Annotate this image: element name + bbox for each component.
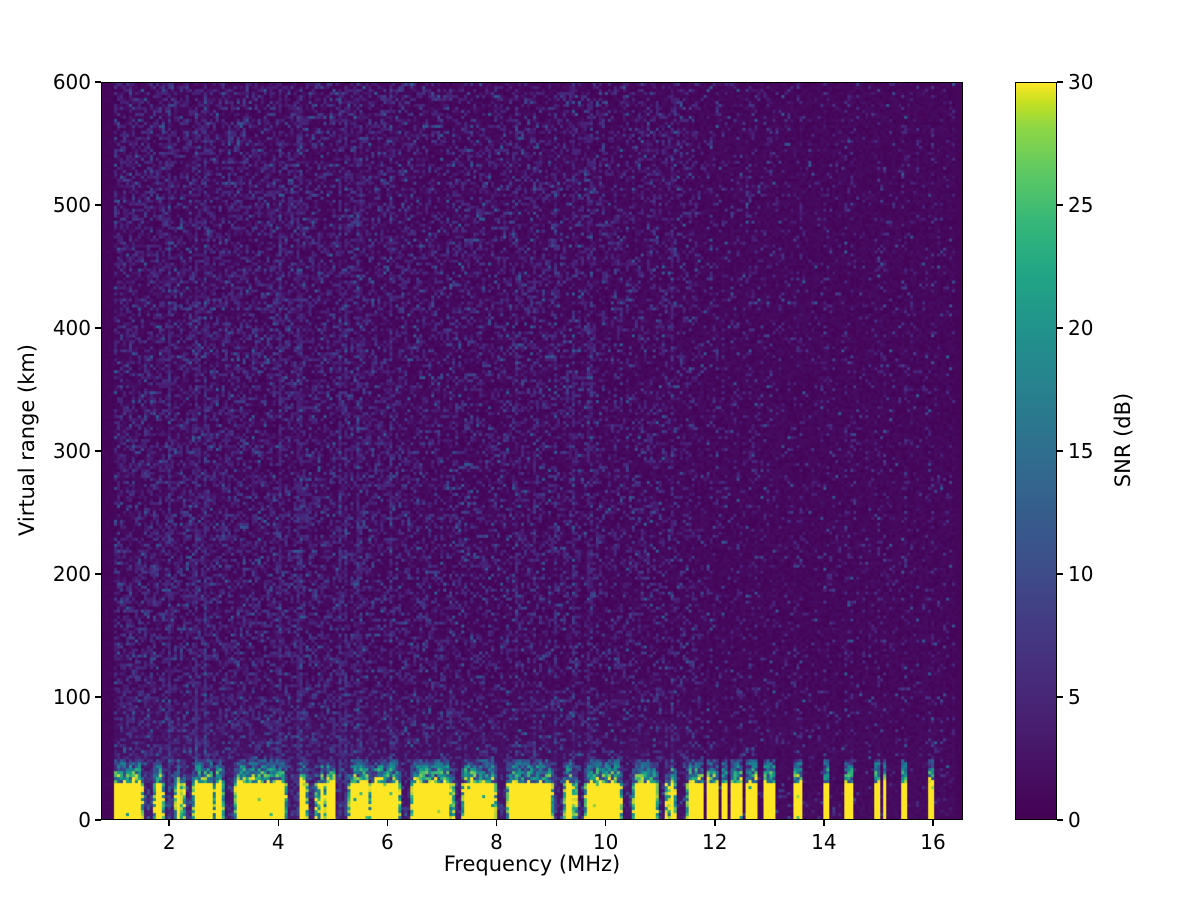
colorbar-tick-mark	[1057, 696, 1063, 698]
y-tick-label: 200	[52, 562, 91, 586]
y-tick-mark	[95, 204, 101, 206]
x-tick-label: 10	[592, 830, 619, 854]
y-tick-label: 100	[52, 685, 91, 709]
y-tick-mark	[95, 696, 101, 698]
plot-area	[101, 82, 963, 820]
x-tick-mark	[604, 820, 607, 826]
y-tick-mark	[95, 450, 101, 452]
y-tick-label: 600	[52, 70, 91, 94]
colorbar-tick-label: 20	[1068, 316, 1094, 340]
colorbar-tick-mark	[1057, 573, 1063, 575]
x-axis-label: Frequency (MHz)	[443, 852, 621, 876]
colorbar-tick-mark	[1057, 204, 1063, 206]
x-tick-label: 16	[920, 830, 946, 854]
colorbar-tick-label: 15	[1068, 439, 1094, 463]
y-axis-label: Virtual range (km)	[15, 343, 39, 537]
x-tick-mark	[495, 820, 498, 826]
x-tick-label: 2	[162, 830, 176, 854]
x-tick-mark	[713, 820, 716, 826]
x-tick-label: 6	[381, 830, 394, 854]
y-tick-mark	[95, 327, 101, 329]
x-tick-label: 12	[702, 830, 728, 854]
colorbar-tick-label: 30	[1068, 70, 1094, 94]
y-tick-mark	[95, 573, 101, 575]
colorbar-label: SNR (dB)	[1111, 392, 1135, 488]
y-tick-mark	[95, 81, 101, 83]
x-tick-mark	[386, 820, 389, 826]
x-tick-mark	[823, 820, 825, 826]
colorbar-tick-mark	[1057, 819, 1063, 821]
y-tick-label: 300	[52, 439, 91, 463]
colorbar-tick-label: 0	[1068, 808, 1081, 832]
colorbar-tick-label: 5	[1068, 685, 1081, 709]
x-tick-label: 14	[811, 830, 837, 854]
y-tick-mark	[95, 819, 101, 821]
x-tick-mark	[168, 820, 170, 826]
x-tick-label: 4	[271, 830, 285, 854]
x-tick-mark	[277, 820, 280, 826]
colorbar-tick-label: 10	[1068, 562, 1094, 586]
colorbar-tick-mark	[1057, 450, 1063, 452]
y-tick-label: 400	[52, 316, 91, 340]
y-tick-label: 0	[78, 808, 91, 832]
colorbar-tick-label: 25	[1068, 193, 1094, 217]
y-tick-label: 500	[52, 193, 91, 217]
x-tick-mark	[932, 820, 934, 826]
ionogram-heatmap	[102, 83, 962, 819]
x-tick-label: 8	[490, 830, 503, 854]
colorbar	[1015, 82, 1057, 820]
colorbar-tick-mark	[1057, 81, 1063, 83]
colorbar-tick-mark	[1057, 327, 1063, 329]
